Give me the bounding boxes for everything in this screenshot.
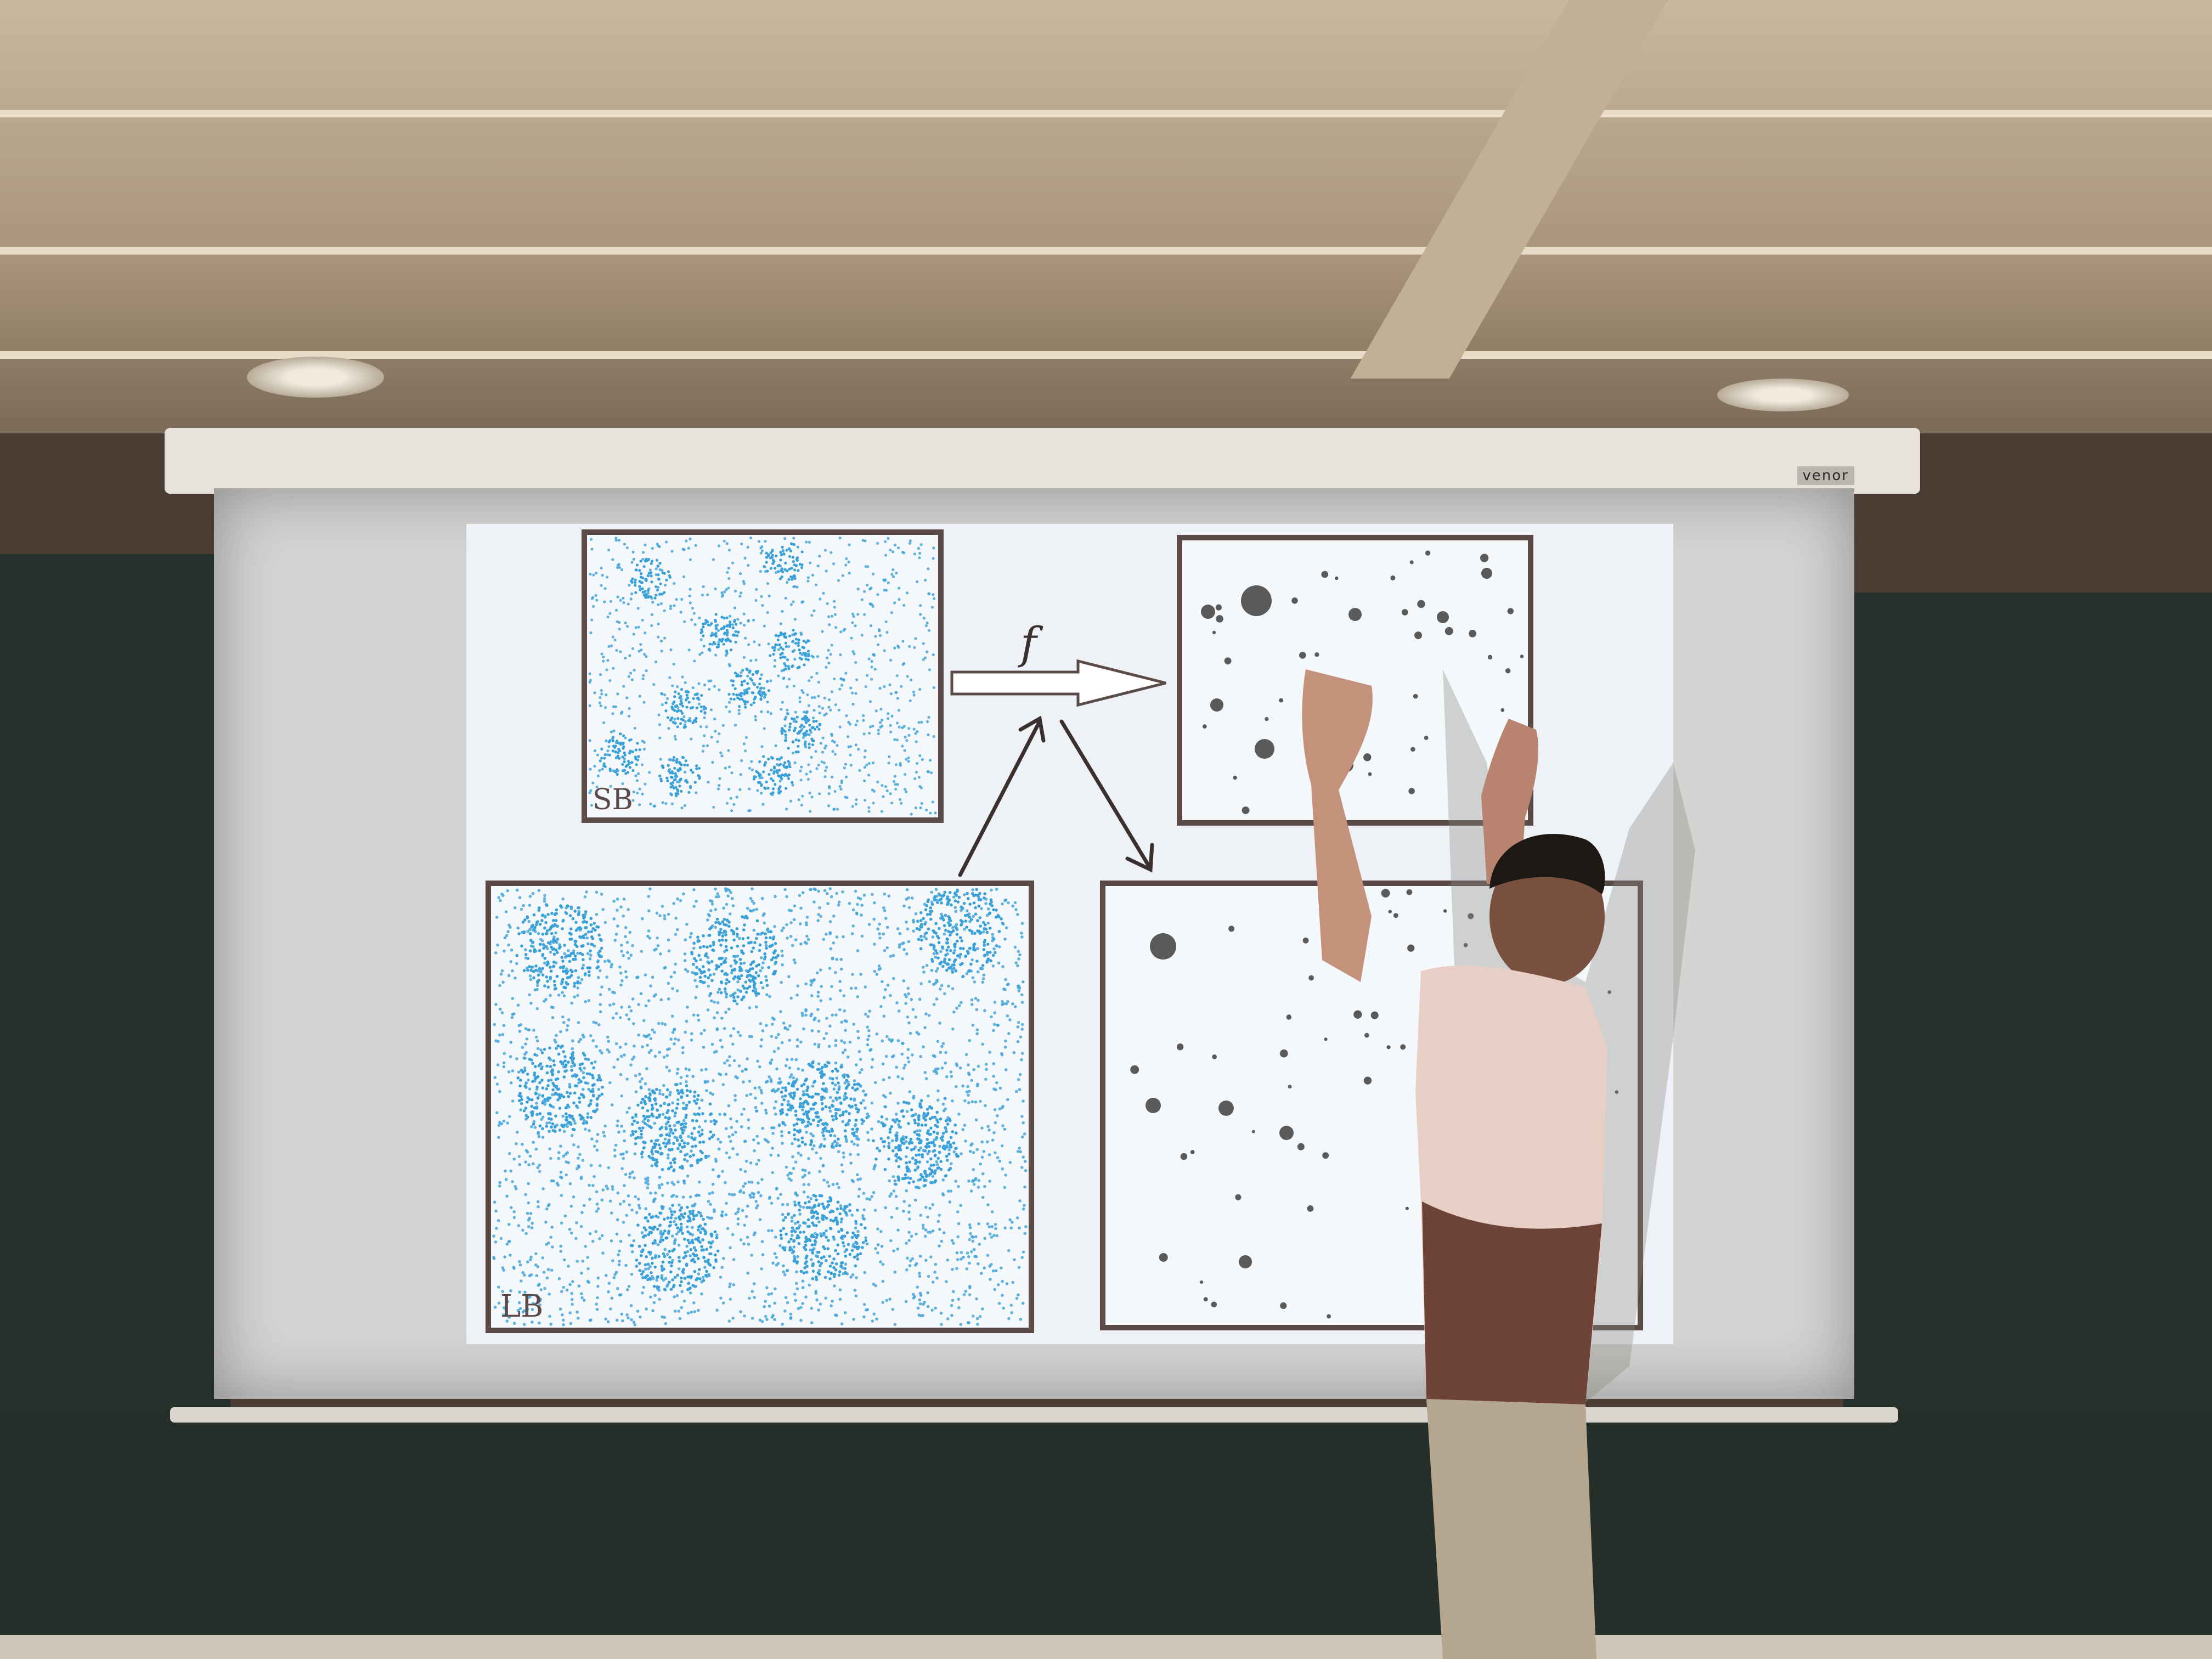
ceiling-beam	[0, 110, 2212, 117]
diagram-arrows	[958, 715, 1154, 877]
arrow-up-line	[958, 719, 1042, 877]
presenter-arm-right	[1481, 719, 1538, 894]
ceiling	[0, 0, 2212, 433]
arrow-up-head	[1018, 715, 1046, 743]
screen-bottom-bar	[170, 1407, 1898, 1423]
arrow-down-line	[1059, 719, 1152, 869]
panel-lb-label: LB	[500, 1289, 543, 1324]
panel-sb-label: SB	[592, 783, 633, 816]
ceiling-vent	[247, 357, 384, 398]
ceiling-beam	[0, 351, 2212, 359]
ceiling-beam	[0, 247, 2212, 255]
panel-sb: SB	[582, 529, 944, 823]
chalkboard-bottom	[0, 1415, 2212, 1635]
presenter-shirt-lower	[1422, 1201, 1602, 1404]
panel-lb: LB	[486, 881, 1034, 1333]
presenter	[1302, 669, 1695, 1659]
panel-halos-small	[1177, 535, 1533, 826]
screen-brand-label: venor	[1797, 466, 1854, 485]
presenter-arm-left	[1302, 669, 1373, 982]
presenter-head	[1489, 848, 1605, 985]
projector-screen-housing: venor	[165, 428, 1920, 494]
ceiling-vent	[1717, 379, 1849, 411]
arrow-down-head	[1125, 843, 1154, 873]
presenter-trousers	[1426, 1399, 1596, 1659]
lb-points	[492, 887, 1028, 1327]
presenter-hair	[1489, 834, 1605, 894]
sb-points	[588, 536, 937, 816]
floor-strip	[0, 1635, 2212, 1659]
